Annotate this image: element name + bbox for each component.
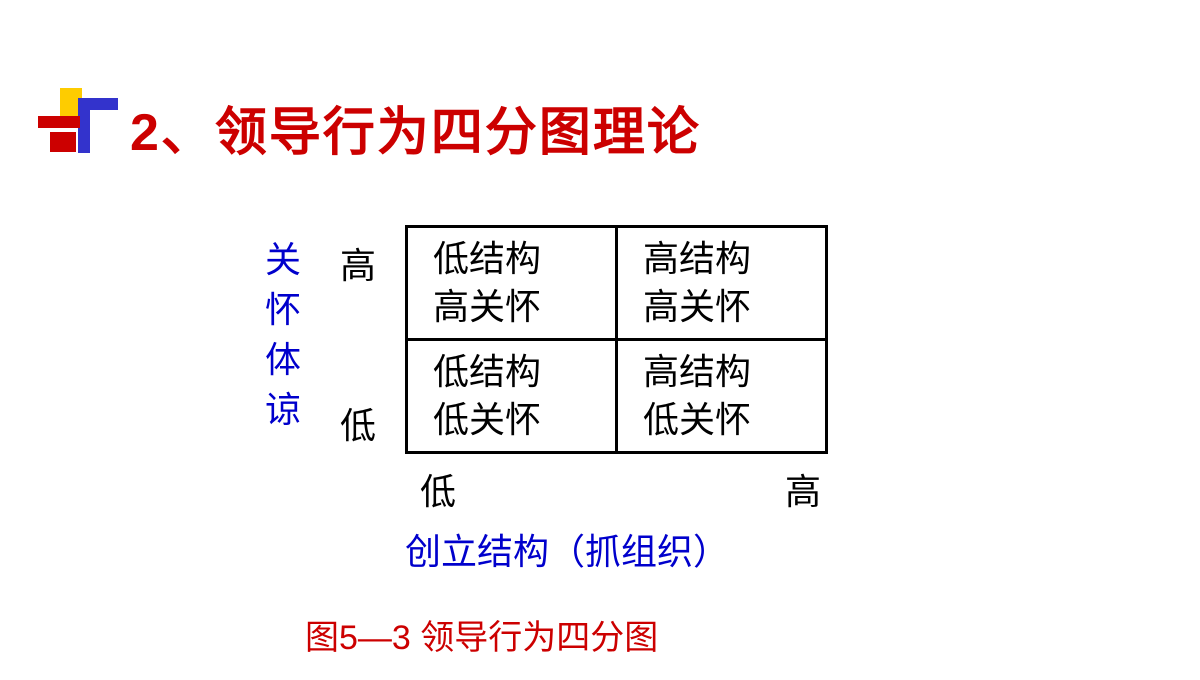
quadrant-bottom-left: 低结构 低关怀 bbox=[407, 340, 617, 453]
y-axis-char: 谅 bbox=[265, 385, 303, 435]
y-axis-low: 低 bbox=[340, 397, 376, 449]
y-axis-char: 怀 bbox=[265, 285, 303, 335]
quadrant-table: 低结构 高关怀 高结构 高关怀 低结构 低关怀 高结构 低关怀 bbox=[405, 225, 828, 454]
cell-line: 低关怀 bbox=[433, 396, 615, 444]
figure-caption: 图5—3 领导行为四分图 bbox=[305, 610, 658, 659]
quadrant-top-left: 低结构 高关怀 bbox=[407, 227, 617, 340]
cell-line: 低关怀 bbox=[643, 396, 825, 444]
y-axis-char: 体 bbox=[265, 335, 303, 385]
cell-line: 高结构 bbox=[643, 348, 825, 396]
x-axis-label: 创立结构（抓组织） bbox=[405, 523, 729, 575]
x-axis-high: 高 bbox=[785, 463, 821, 515]
y-axis-char: 关 bbox=[265, 235, 303, 285]
y-axis-high: 高 bbox=[340, 237, 376, 289]
quadrant-bottom-right: 高结构 低关怀 bbox=[617, 340, 827, 453]
cell-line: 高结构 bbox=[643, 235, 825, 283]
bullet-icon bbox=[50, 88, 120, 158]
cell-line: 低结构 bbox=[433, 235, 615, 283]
cell-line: 高关怀 bbox=[643, 283, 825, 331]
slide-title: 2、领导行为四分图理论 bbox=[130, 90, 701, 165]
cell-line: 低结构 bbox=[433, 348, 615, 396]
x-axis-low: 低 bbox=[420, 463, 456, 515]
y-axis-label: 关 怀 体 谅 bbox=[265, 235, 303, 435]
cell-line: 高关怀 bbox=[433, 283, 615, 331]
quadrant-top-right: 高结构 高关怀 bbox=[617, 227, 827, 340]
